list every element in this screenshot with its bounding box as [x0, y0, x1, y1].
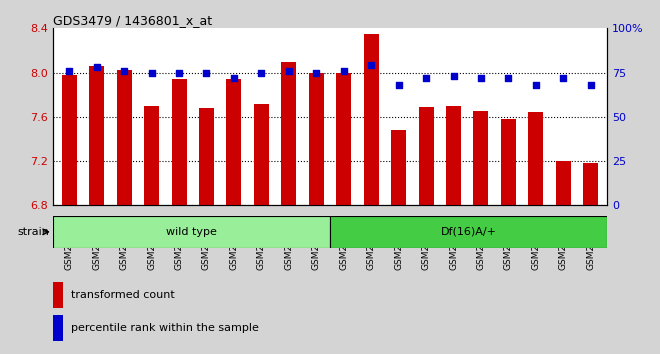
Bar: [144, 106, 159, 205]
Point: [421, 75, 432, 81]
Point: [531, 82, 541, 88]
Bar: [309, 73, 324, 205]
Point: [339, 68, 349, 74]
Point: [284, 68, 294, 74]
Point: [64, 68, 75, 74]
Point: [119, 68, 129, 74]
Point: [256, 70, 267, 75]
Point: [201, 70, 212, 75]
Point: [393, 82, 404, 88]
Bar: [330, 216, 607, 248]
Text: Df(16)A/+: Df(16)A/+: [441, 227, 496, 237]
Bar: [172, 79, 187, 205]
Point: [558, 75, 568, 81]
Bar: [336, 73, 351, 205]
Point: [174, 70, 184, 75]
Text: transformed count: transformed count: [71, 290, 175, 300]
Bar: [254, 104, 269, 205]
Point: [228, 75, 239, 81]
Point: [503, 75, 513, 81]
Point: [147, 70, 157, 75]
Bar: [53, 282, 63, 308]
Bar: [226, 79, 242, 205]
Point: [366, 63, 376, 68]
Bar: [473, 111, 488, 205]
Text: wild type: wild type: [166, 227, 217, 237]
Bar: [89, 66, 104, 205]
Bar: [117, 70, 132, 205]
Point: [585, 82, 596, 88]
Bar: [446, 106, 461, 205]
Bar: [391, 130, 406, 205]
Bar: [53, 315, 63, 341]
Bar: [583, 163, 598, 205]
Bar: [556, 161, 571, 205]
Bar: [199, 108, 214, 205]
Text: strain: strain: [18, 227, 50, 237]
Text: percentile rank within the sample: percentile rank within the sample: [71, 323, 259, 333]
Bar: [281, 62, 296, 205]
Bar: [528, 113, 543, 205]
Bar: [418, 107, 434, 205]
Text: GDS3479 / 1436801_x_at: GDS3479 / 1436801_x_at: [53, 14, 212, 27]
Point: [311, 70, 321, 75]
Bar: [501, 119, 516, 205]
Point: [92, 64, 102, 70]
Point: [476, 75, 486, 81]
Bar: [62, 75, 77, 205]
Point: [448, 73, 459, 79]
Bar: [364, 34, 379, 205]
Bar: [53, 216, 330, 248]
